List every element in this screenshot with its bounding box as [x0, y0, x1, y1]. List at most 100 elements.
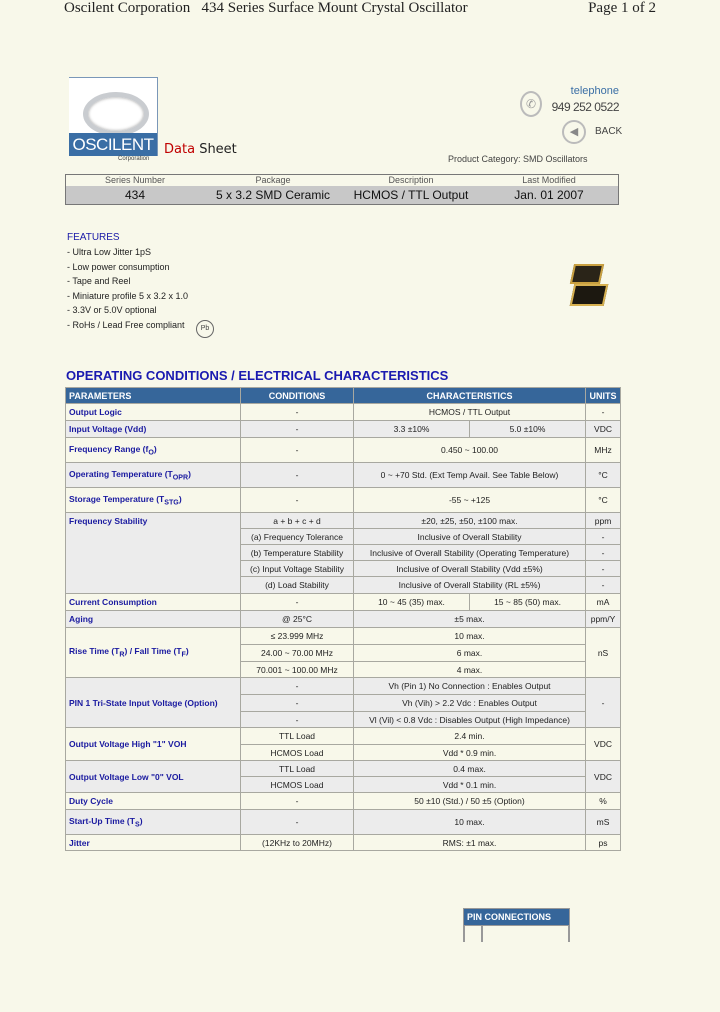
feature-item: - Ultra Low Jitter 1pS [67, 247, 152, 257]
parameter-subscript: O [148, 448, 154, 457]
characteristic-cell: 2.4 min. [352, 727, 587, 745]
table-row: Output Logic - HCMOS / TTL Output - [65, 403, 622, 421]
parameter-text: Output Voltage High "1" VOH [69, 739, 187, 749]
condition-cell: - [240, 437, 354, 463]
condition-cell: - [240, 593, 354, 611]
parameter-name: Output Voltage High "1" VOH [65, 727, 241, 761]
characteristic-cell: Inclusive of Overall Stability (Vdd ±5%) [352, 560, 587, 577]
info-series-value: 434 [124, 188, 146, 202]
characteristic-cell: 10 ~ 45 (35) max. [353, 593, 470, 611]
unit-cell: % [585, 792, 622, 810]
parameter-text: Output Logic [69, 407, 122, 417]
oscilent-logo: OSCILENT [69, 77, 158, 156]
condition-cell: - [240, 403, 354, 421]
info-description-value: HCMOS / TTL Output [353, 188, 469, 202]
unit-cell: - [585, 403, 622, 421]
characteristic-cell: 0.450 ~ 100.00 [352, 437, 587, 463]
unit-cell: - [585, 544, 622, 561]
parameter-name: PIN 1 Tri-State Input Voltage (Option) [65, 677, 241, 728]
condition-cell: (c) Input Voltage Stability [240, 560, 354, 577]
info-modified-value: Jan. 01 2007 [514, 188, 584, 202]
unit-cell: - [585, 560, 622, 577]
parameter-text: PIN 1 Tri-State Input Voltage (Option) [69, 697, 218, 708]
condition-cell: (a) Frequency Tolerance [240, 528, 354, 545]
condition-cell: ≤ 23.999 MHz [240, 627, 354, 645]
feature-item: - 3.3V or 5.0V optional [67, 305, 157, 316]
page-header: Oscilent Corporation 434 Series Surface … [64, 0, 656, 17]
parameter-name: Output Voltage Low "0" VOL [65, 760, 241, 793]
features-title: FEATURES [67, 232, 120, 243]
parameter-subscript: S [134, 820, 140, 829]
table-row: Aging @ 25°C ±5 max. ppm/Y [65, 610, 622, 628]
parameter-text: Aging [69, 614, 94, 624]
table-row: Output Voltage High "1" VOH TTL Load 2.4 m… [65, 727, 622, 761]
feature-item: - Miniature profile 5 x 3.2 x 1.0 [67, 290, 189, 301]
parameter-text: ) [139, 815, 143, 826]
parameter-text: Output Voltage Low "0" VOL [69, 771, 184, 782]
parameter-text: ) [185, 646, 189, 657]
sheet-word: Sheet [199, 142, 237, 157]
parameter-text: Frequency Range (f [69, 443, 149, 454]
characteristic-cell: 0 ~ +70 Std. (Ext Temp Avail. See Table … [352, 462, 587, 488]
parameter-text: Operating Temperature (T [69, 468, 173, 479]
info-header-series: Series Number [104, 175, 166, 185]
parameter-text: Current Consumption [69, 597, 157, 607]
ring-logo-icon [83, 92, 149, 136]
parameter-text: Jitter [69, 837, 90, 848]
condition-cell: - [240, 809, 354, 835]
info-header-modified: Last Modified [522, 175, 576, 185]
info-header-description: Description [388, 175, 434, 185]
characteristic-cell: Vh (Vih) > 2.2 Vdc : Enables Output [352, 694, 587, 712]
characteristic-cell: 3.3 ±10% [353, 420, 470, 438]
characteristic-cell: Vl (Vil) < 0.8 Vdc : Disables Output (Hi… [352, 711, 587, 728]
parameter-text: Start-Up Time (T [69, 815, 135, 826]
header-units: UNITS [585, 387, 622, 404]
unit-cell: VDC [585, 760, 622, 793]
characteristic-cell: Inclusive of Overall Stability (Operatin… [352, 544, 587, 561]
document-title: Oscilent Corporation 434 Series Surface … [64, 0, 468, 16]
feature-item: - Low power consumption [67, 261, 170, 272]
table-row: Operating Temperature (TOPR) -0 ~ +70 Std… [65, 462, 622, 488]
page-number: Page 1 of 2 [588, 0, 656, 16]
product-category: Product Category: SMD Oscillators [448, 154, 588, 164]
parameter-text: Duty Cycle [69, 796, 113, 806]
parameter-name: Jitter [65, 834, 241, 851]
characteristic-cell: 10 max. [352, 627, 587, 645]
parameter-name: Current Consumption [65, 593, 241, 611]
characteristic-cell: 15 ~ 85 (50) max. [468, 593, 587, 611]
section-title: OPERATING CONDITIONS / ELECTRICAL CHARAC… [66, 368, 449, 383]
characteristic-cell: 10 max. [352, 809, 587, 835]
table-row: PIN 1 Tri-State Input Voltage (Option) - V… [65, 677, 622, 728]
unit-cell: nS [585, 627, 622, 678]
header-characteristics: CHARACTERISTICS [352, 387, 587, 404]
characteristic-cell: 5.0 ±10% [468, 420, 587, 438]
back-button[interactable]: ◀ BACK [562, 120, 622, 146]
condition-cell: HCMOS Load [240, 776, 354, 793]
characteristic-cell: 6 max. [352, 644, 587, 662]
parameter-subscript: STG [164, 498, 179, 507]
table-row: Jitter (12KHz to 20MHz) RMS: ±1 max. ps [65, 834, 622, 851]
parameter-text: ) [178, 493, 182, 504]
parameter-name: Storage Temperature (TSTG) [65, 487, 241, 513]
characteristic-cell: 4 max. [352, 661, 587, 678]
characteristic-cell: 50 ±10 (Std.) / 50 ±5 (Option) [352, 792, 587, 810]
condition-cell: - [240, 420, 354, 438]
characteristic-cell: Inclusive of Overall Stability [352, 528, 587, 545]
oscillator-chip-image [569, 264, 605, 284]
characteristic-cell: 0.4 max. [352, 760, 587, 777]
characteristic-cell: HCMOS / TTL Output [352, 403, 587, 421]
telephone-number: 949 252 0522 [551, 100, 620, 114]
condition-cell: (b) Temperature Stability [240, 544, 354, 561]
characteristic-cell: Vdd * 0.9 min. [352, 744, 587, 761]
parameter-text: ) [153, 443, 157, 454]
back-arrow-icon: ◀ [562, 120, 586, 144]
condition-cell: (12KHz to 20MHz) [240, 834, 354, 851]
parameter-text: Frequency Stability [69, 516, 148, 526]
pin-connections-table: PIN CONNECTIONS [463, 908, 570, 942]
table-row: 24.00 ~ 70.00 MHz 6 max. [66, 644, 621, 662]
characteristic-cell: Vh (Pin 1) No Connection : Enables Outpu… [352, 677, 587, 695]
unit-cell: ps [585, 834, 622, 851]
telephone-link[interactable]: ✆ telephone 949 252 0522 [520, 85, 620, 119]
feature-item: - Tape and Reel [67, 276, 131, 287]
table-row: Start-Up Time (TS) -10 max. mS [65, 809, 622, 835]
